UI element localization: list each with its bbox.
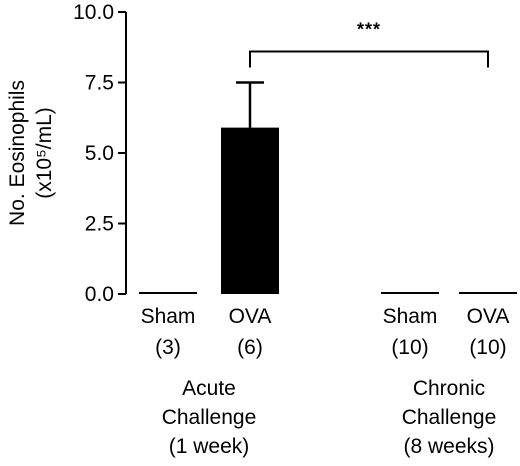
y-tick-label: 5.0 <box>85 142 114 165</box>
y-tick-label: 7.5 <box>85 72 114 95</box>
y-axis-title-line1: No. Eosinophils <box>6 80 29 226</box>
category-label: Sham <box>141 305 196 328</box>
group-label-line: Challenge <box>162 406 257 429</box>
group-label-line: Chronic <box>413 377 485 400</box>
group-labels: Acute Challenge (1 week) Chronic Challenge (8… <box>162 377 497 458</box>
y-tick-label: 2.5 <box>85 213 114 236</box>
significance-label: *** <box>357 19 381 39</box>
category-count: (10) <box>469 336 506 359</box>
bar <box>221 127 279 295</box>
category-labels: Sham (3) OVA (6) Sham (10) OVA (10) <box>141 305 510 359</box>
category-label: OVA <box>467 305 510 328</box>
bars <box>139 81 517 295</box>
category-label: Sham <box>383 305 438 328</box>
y-axis: 0.0 2.5 5.0 7.5 10.0 <box>73 1 127 306</box>
category-count: (10) <box>391 336 428 359</box>
category-count: (3) <box>155 336 181 359</box>
y-axis-title-line2: (x10⁵/mL) <box>33 107 56 199</box>
group-label-line: (1 week) <box>169 435 250 458</box>
y-tick-label: 0.0 <box>85 283 114 306</box>
category-label: OVA <box>229 305 272 328</box>
y-axis-title: No. Eosinophils (x10⁵/mL) <box>6 80 56 226</box>
y-tick-label: 10.0 <box>73 1 114 24</box>
category-count: (6) <box>237 336 263 359</box>
bar <box>139 292 197 294</box>
significance-bracket: *** <box>249 19 489 68</box>
bar <box>381 292 439 294</box>
significance-bracket-line <box>249 50 489 68</box>
group-label-line: Acute <box>182 377 236 400</box>
group-label-line: (8 weeks) <box>403 435 494 458</box>
bar <box>459 292 517 294</box>
group-label-line: Challenge <box>402 406 497 429</box>
